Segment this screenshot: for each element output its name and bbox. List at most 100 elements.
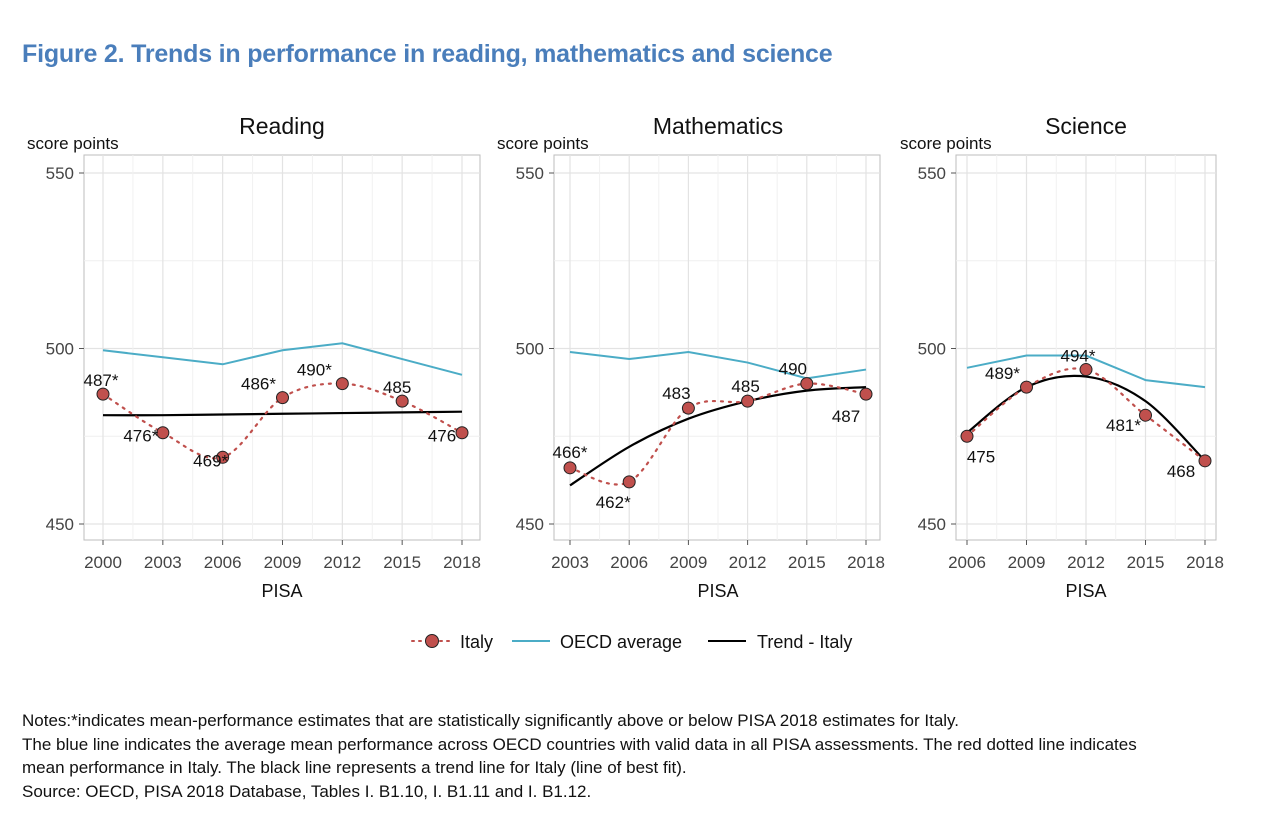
plot-mathematics: 450 500 550 2003 2006 2009 2012 2015 2018 466* 462… bbox=[516, 155, 885, 572]
xlabel-mathematics: PISA bbox=[697, 581, 738, 601]
italy-data-label: 462* bbox=[596, 493, 631, 512]
series-oecd-line bbox=[102, 342, 463, 376]
panel-reading: Reading score points 450 500 550 2000 2003 20… bbox=[27, 113, 481, 601]
series-trend-line bbox=[966, 374, 1206, 462]
italy-point bbox=[1198, 454, 1212, 468]
y-tick-label: 550 bbox=[46, 164, 74, 183]
x-tick-label: 2015 bbox=[383, 553, 421, 572]
ylabel-science: score points bbox=[900, 134, 992, 153]
x-tick-label: 2000 bbox=[84, 553, 122, 572]
italy-data-label: 483 bbox=[662, 384, 690, 403]
x-tick-label: 2006 bbox=[610, 553, 648, 572]
italy-data-label: 466* bbox=[553, 443, 588, 462]
italy-data-label: 469* bbox=[193, 451, 228, 470]
panel-mathematics: Mathematics score points 450 500 550 2003 20… bbox=[497, 113, 885, 601]
italy-data-label: 489* bbox=[985, 364, 1020, 383]
italy-data-label: 468 bbox=[1167, 462, 1195, 481]
italy-data-label: 490* bbox=[297, 361, 332, 380]
italy-point bbox=[563, 461, 577, 475]
note-line-3: mean performance in Italy. The black lin… bbox=[22, 758, 687, 777]
x-tick-label: 2018 bbox=[1186, 553, 1224, 572]
legend-italy-label: Italy bbox=[460, 632, 493, 652]
y-tick-label: 500 bbox=[516, 340, 544, 359]
italy-point bbox=[216, 450, 230, 464]
italy-point bbox=[96, 387, 110, 401]
x-tick-label: 2009 bbox=[669, 553, 707, 572]
legend-item-trend: Trend - Italy bbox=[708, 632, 852, 652]
xlabel-reading: PISA bbox=[261, 581, 302, 601]
italy-data-label: 485 bbox=[731, 377, 759, 396]
italy-point bbox=[276, 391, 289, 405]
x-tick-label: 2018 bbox=[443, 553, 481, 572]
x-tick-label: 2006 bbox=[204, 553, 242, 572]
italy-point bbox=[156, 426, 170, 440]
ylabel-reading: score points bbox=[27, 134, 119, 153]
legend-italy-marker bbox=[425, 634, 439, 648]
x-tick-label: 2012 bbox=[323, 553, 361, 572]
note-line-1: Notes:*indicates mean-performance estima… bbox=[22, 711, 960, 730]
legend-item-italy: Italy bbox=[411, 632, 493, 652]
series-oecd-line bbox=[966, 354, 1206, 389]
italy-point bbox=[960, 429, 974, 443]
x-tick-label: 2006 bbox=[948, 553, 986, 572]
y-tick-label: 550 bbox=[516, 164, 544, 183]
series-trend-line bbox=[569, 386, 867, 487]
panel-title-mathematics: Mathematics bbox=[653, 113, 783, 139]
x-tick-label: 2018 bbox=[847, 553, 885, 572]
legend-item-oecd: OECD average bbox=[512, 632, 682, 652]
legend-trend-label: Trend - Italy bbox=[757, 632, 852, 652]
y-tick-label: 500 bbox=[918, 340, 946, 359]
x-tick-label: 2015 bbox=[788, 553, 826, 572]
italy-point bbox=[859, 387, 873, 401]
italy-point bbox=[800, 377, 814, 391]
italy-data-label: 476* bbox=[123, 427, 158, 446]
plot-science: 450 500 550 2006 2009 2012 2015 2018 475 489* 494*… bbox=[918, 155, 1224, 572]
series-trend-line bbox=[102, 410, 463, 417]
italy-point bbox=[1020, 380, 1033, 394]
x-tick-label: 2003 bbox=[551, 553, 589, 572]
italy-point bbox=[681, 401, 695, 415]
note-line-4: Source: OECD, PISA 2018 Database, Tables… bbox=[22, 781, 592, 801]
plot-reading: 450 500 550 2000 2003 2006 2009 2012 2015 2018 487… bbox=[46, 155, 481, 572]
italy-point bbox=[455, 426, 469, 440]
x-tick-label: 2012 bbox=[1067, 553, 1105, 572]
y-tick-label: 500 bbox=[46, 340, 74, 359]
x-tick-label: 2012 bbox=[729, 553, 767, 572]
y-tick-label: 450 bbox=[46, 515, 74, 534]
italy-data-label: 486* bbox=[241, 375, 276, 394]
figure-title: Figure 2. Trends in performance in readi… bbox=[22, 40, 833, 68]
italy-point bbox=[622, 475, 636, 489]
italy-point bbox=[335, 377, 349, 391]
legend: Italy OECD average Trend - Italy bbox=[411, 632, 852, 652]
note-line-2: The blue line indicates the average mean… bbox=[22, 734, 1137, 754]
y-tick-label: 550 bbox=[918, 164, 946, 183]
italy-point bbox=[395, 394, 409, 408]
ylabel-mathematics: score points bbox=[497, 134, 589, 153]
x-tick-label: 2015 bbox=[1127, 553, 1165, 572]
x-tick-label: 2009 bbox=[264, 553, 302, 572]
panel-title-reading: Reading bbox=[239, 113, 325, 139]
notes: Notes:*indicates mean-performance estima… bbox=[22, 709, 1262, 803]
italy-data-label: 494* bbox=[1061, 347, 1096, 366]
legend-oecd-label: OECD average bbox=[560, 632, 682, 652]
italy-data-label: 487* bbox=[84, 371, 119, 390]
x-tick-label: 2003 bbox=[144, 553, 182, 572]
plot-frame-mathematics bbox=[553, 154, 881, 541]
panel-title-science: Science bbox=[1045, 113, 1127, 139]
italy-data-label: 475 bbox=[967, 447, 995, 466]
italy-data-label: 481* bbox=[1106, 416, 1141, 435]
italy-data-label: 485 bbox=[383, 378, 411, 397]
x-tick-label: 2009 bbox=[1008, 553, 1046, 572]
xlabel-science: PISA bbox=[1065, 581, 1106, 601]
panel-science: Science score points 450 500 550 2006 2009 20… bbox=[900, 113, 1224, 601]
italy-point bbox=[1139, 408, 1152, 422]
italy-point bbox=[1079, 363, 1093, 377]
italy-data-label: 476 bbox=[428, 427, 456, 446]
charts-svg: Reading score points 450 500 550 2000 2003 20… bbox=[27, 113, 1224, 652]
italy-point bbox=[741, 394, 755, 408]
series-italy-line bbox=[965, 367, 1207, 462]
series-oecd-line bbox=[569, 350, 867, 380]
italy-data-label: 490 bbox=[779, 360, 807, 379]
y-tick-label: 450 bbox=[516, 515, 544, 534]
y-tick-label: 450 bbox=[918, 515, 946, 534]
